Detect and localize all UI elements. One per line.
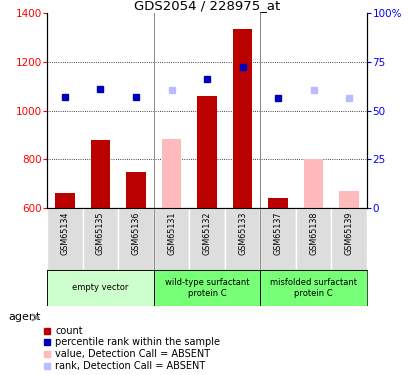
Bar	[90, 140, 110, 208]
Text: empty vector: empty vector	[72, 284, 128, 292]
Text: GSM65137: GSM65137	[273, 211, 282, 255]
Text: percentile rank within the sample: percentile rank within the sample	[55, 338, 220, 347]
Text: misfolded surfactant
protein C: misfolded surfactant protein C	[270, 278, 356, 297]
Bar	[47, 270, 153, 306]
Text: agent: agent	[8, 312, 40, 322]
Text: value, Detection Call = ABSENT: value, Detection Call = ABSENT	[55, 349, 210, 359]
Text: rank, Detection Call = ABSENT: rank, Detection Call = ABSENT	[55, 361, 205, 371]
Bar	[339, 191, 358, 208]
Text: GSM65139: GSM65139	[344, 211, 353, 255]
Bar	[232, 29, 252, 208]
Bar	[260, 208, 295, 270]
Bar	[153, 208, 189, 270]
Bar	[189, 208, 224, 270]
Text: GSM65131: GSM65131	[166, 211, 175, 255]
Text: GSM65136: GSM65136	[131, 211, 140, 255]
Bar	[260, 270, 366, 306]
Bar	[55, 194, 74, 208]
Bar	[83, 208, 118, 270]
Text: GSM65132: GSM65132	[202, 211, 211, 255]
Bar	[47, 208, 83, 270]
Bar	[126, 171, 146, 208]
Text: GSM65135: GSM65135	[96, 211, 105, 255]
Bar	[161, 139, 181, 208]
Bar	[153, 270, 260, 306]
Bar	[295, 208, 330, 270]
Bar	[197, 96, 216, 208]
Bar	[224, 208, 260, 270]
Text: GSM65134: GSM65134	[60, 211, 69, 255]
Text: GSM65133: GSM65133	[238, 211, 247, 255]
Title: GDS2054 / 228975_at: GDS2054 / 228975_at	[134, 0, 279, 12]
Bar	[118, 208, 153, 270]
Bar	[330, 208, 366, 270]
Bar	[267, 198, 287, 208]
Text: GSM65138: GSM65138	[308, 211, 317, 255]
Bar	[303, 159, 323, 208]
Text: wild-type surfactant
protein C: wild-type surfactant protein C	[164, 278, 249, 297]
Text: count: count	[55, 326, 83, 336]
